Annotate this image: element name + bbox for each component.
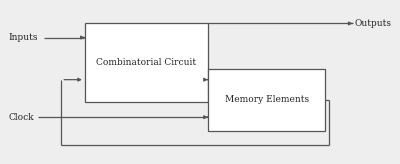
- Text: Outputs: Outputs: [355, 19, 392, 28]
- Text: Memory Elements: Memory Elements: [224, 95, 309, 104]
- Text: Inputs: Inputs: [8, 33, 38, 42]
- Bar: [85, 23, 208, 102]
- Text: Combinatorial Circuit: Combinatorial Circuit: [96, 58, 196, 67]
- Text: Clock: Clock: [8, 113, 34, 122]
- Bar: [208, 69, 325, 131]
